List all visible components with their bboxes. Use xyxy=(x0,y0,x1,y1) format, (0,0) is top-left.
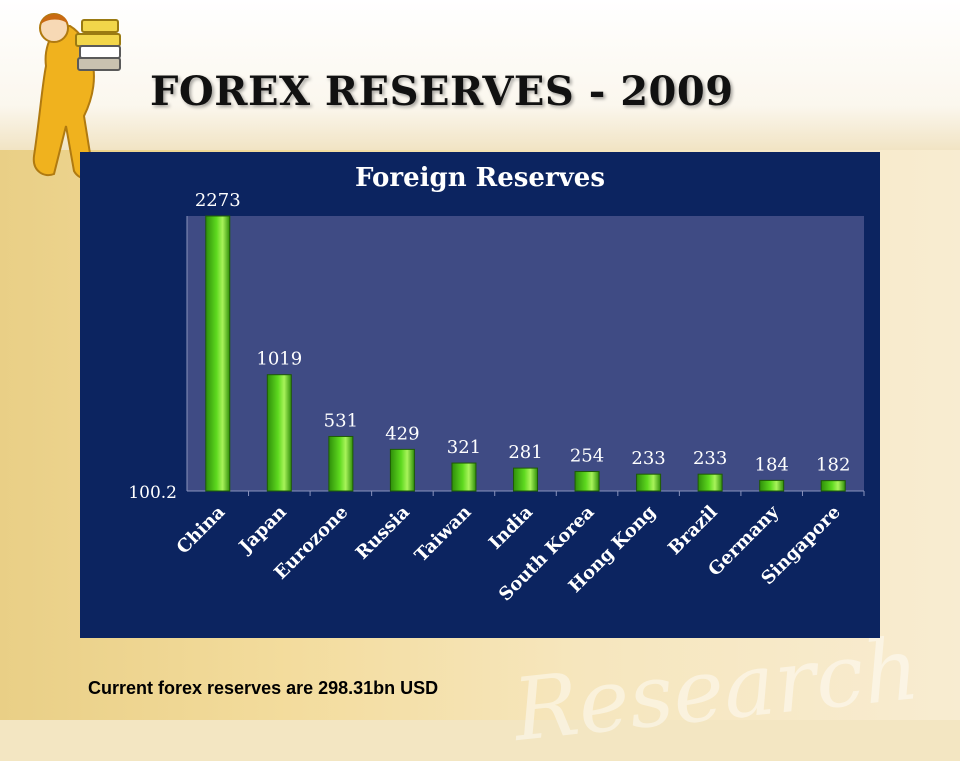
category-label: Japan xyxy=(234,502,291,559)
data-label: 233 xyxy=(631,448,665,469)
data-label: 233 xyxy=(693,448,727,469)
bar-japan xyxy=(266,374,292,492)
data-label: 429 xyxy=(385,423,419,444)
bar-singapore xyxy=(820,480,846,492)
bar-taiwan xyxy=(451,462,477,492)
bar-hong-kong xyxy=(636,473,662,492)
data-label: 2273 xyxy=(195,190,241,211)
bar-eurozone xyxy=(328,435,354,492)
slide-title: FOREX RESERVES - 2009 xyxy=(150,68,734,115)
data-label: 184 xyxy=(755,454,789,475)
bar-russia xyxy=(389,448,415,492)
data-label: 281 xyxy=(508,442,542,463)
category-label: Taiwan xyxy=(411,502,476,567)
data-label: 531 xyxy=(324,410,358,431)
bar-germany xyxy=(759,479,785,492)
bar-brazil xyxy=(697,473,723,492)
data-label: 182 xyxy=(816,455,850,476)
category-label: Russia xyxy=(352,501,414,563)
plot-area xyxy=(187,216,864,491)
y-tick-label: 100.2 xyxy=(128,483,177,503)
category-label: Brazil xyxy=(664,502,722,560)
chart-title: Foreign Reserves xyxy=(355,163,605,193)
slide-header-background xyxy=(0,0,960,150)
data-label: 321 xyxy=(447,437,481,458)
foreign-reserves-bar-chart: Foreign Reserves 100.2 2273 China 1019 Japan… xyxy=(128,163,865,605)
bar-china xyxy=(205,215,231,492)
mascot-illustration xyxy=(32,13,121,179)
footer-note: Current forex reserves are 298.31bn USD xyxy=(88,678,439,698)
bar-india xyxy=(513,467,538,492)
category-label: China xyxy=(173,501,230,558)
bar-south-korea xyxy=(574,471,600,492)
category-label: India xyxy=(485,501,537,553)
data-label: 1019 xyxy=(256,349,302,370)
data-label: 254 xyxy=(570,446,604,467)
chart-panel: Foreign Reserves 100.2 2273 China 1019 Japan… xyxy=(80,152,880,638)
